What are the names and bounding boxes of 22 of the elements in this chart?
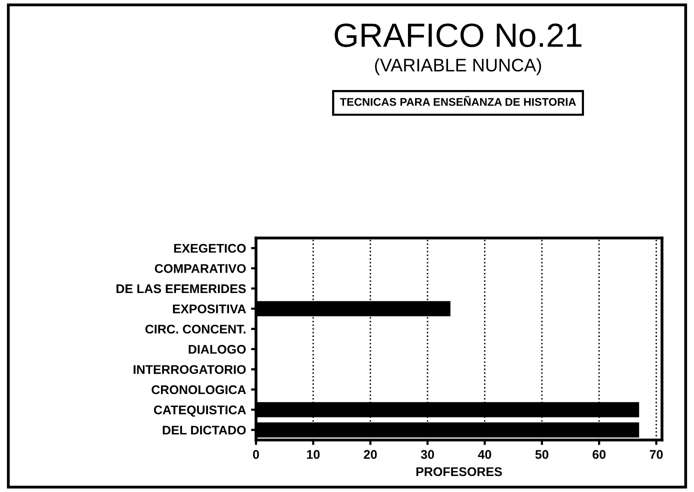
x-tick-label: 60 (592, 450, 606, 459)
y-tick-label: EXPOSITIVA (173, 304, 246, 314)
x-tick-label: 0 (253, 450, 259, 459)
chart-subtitle: (VARIABLE NUNCA) (375, 58, 542, 76)
text: TECNICAS PARA ENSEÑANZA DE HISTORIA (340, 96, 576, 106)
y-tick-label: DE LAS EFEMERIDES (116, 284, 246, 294)
y-tick-label: EXEGETICO (174, 244, 246, 253)
chart-title: GRAFICO No.21 (334, 23, 582, 48)
y-tick-label: DEL DICTADO (162, 426, 246, 435)
x-tick-label: 30 (420, 450, 434, 459)
y-tick-label: CRONOLOGICA (152, 385, 246, 394)
y-tick-label: CIRC. CONCENT. (145, 324, 246, 334)
x-tick-label: 10 (307, 450, 320, 459)
y-tick-label: DIALOGO (188, 344, 246, 354)
x-axis-title: PROFESORES (416, 467, 502, 476)
x-tick-label: 70 (650, 450, 663, 459)
x-tick-label: 20 (364, 450, 377, 459)
y-tick-label: COMPARATIVO (154, 264, 246, 273)
y-tick-label: CATEQUISTICA (154, 406, 246, 417)
x-tick-label: 50 (535, 450, 548, 459)
x-tick-label: 40 (478, 450, 492, 459)
y-tick-label: INTERROGATORIO (134, 365, 246, 374)
